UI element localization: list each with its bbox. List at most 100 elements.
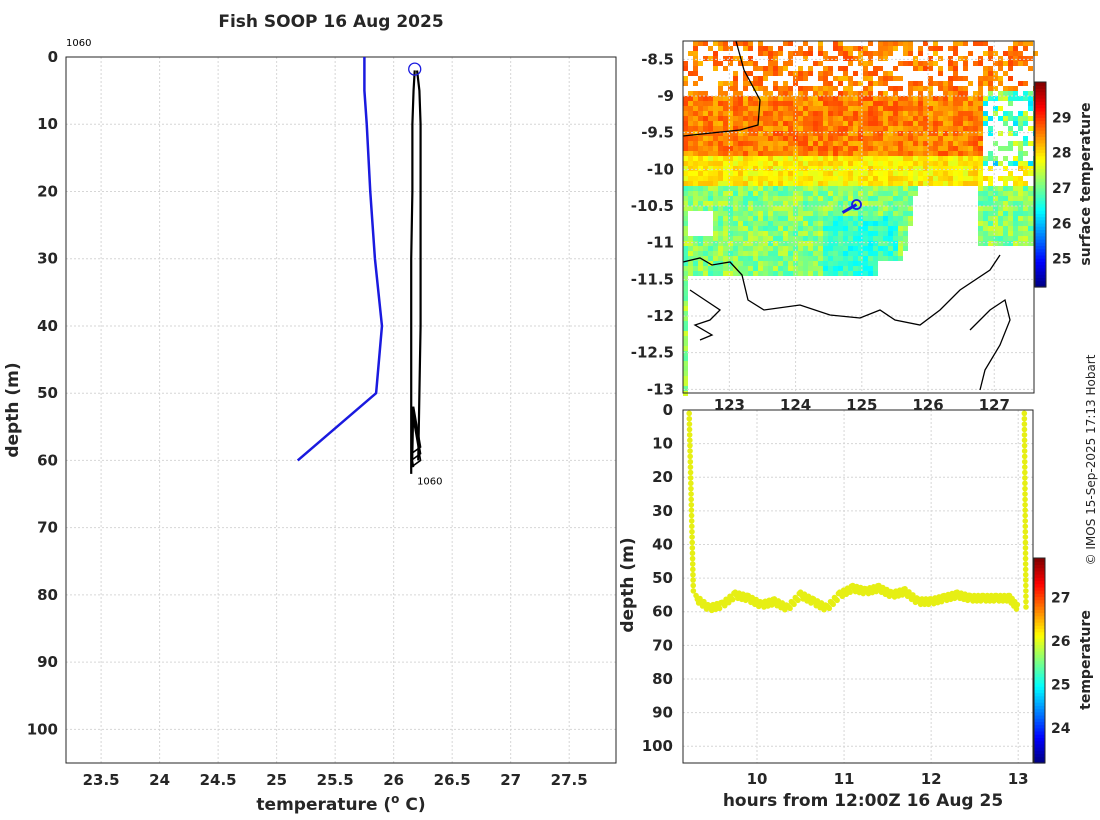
sst-cell <box>853 266 858 271</box>
sst-cell <box>998 221 1003 226</box>
sst-cell <box>813 186 818 191</box>
sst-cell <box>698 171 703 176</box>
sst-cell <box>753 136 758 141</box>
sst-cell <box>693 51 698 56</box>
sst-cell <box>978 191 983 196</box>
sst-cell <box>783 271 788 276</box>
sst-cell <box>808 176 813 181</box>
sst-cell <box>783 266 788 271</box>
colorbar-step <box>1034 679 1045 684</box>
x-axis-label-sup: o <box>391 792 399 806</box>
sst-cell <box>993 206 998 211</box>
sst-cell <box>893 161 898 166</box>
data-point <box>1023 604 1029 610</box>
data-point <box>725 599 732 606</box>
sst-cell <box>843 221 848 226</box>
sst-cell <box>778 211 783 216</box>
sst-cell <box>768 71 773 76</box>
sst-cell <box>928 146 933 151</box>
sst-cell <box>828 191 833 196</box>
sst-cell <box>748 196 753 201</box>
coastline-east <box>969 298 1011 391</box>
sst-cell <box>723 176 728 181</box>
sst-cell <box>808 46 813 51</box>
sst-cell <box>803 221 808 226</box>
sst-cell <box>983 161 988 166</box>
sst-cell <box>748 146 753 151</box>
data-point <box>1021 464 1028 470</box>
sst-cell <box>693 251 698 256</box>
sst-cell <box>778 51 783 56</box>
sst-cell <box>693 141 698 146</box>
data-point <box>1021 426 1028 433</box>
map-lat-tick: -10 <box>647 160 674 178</box>
sst-cell <box>1003 86 1008 91</box>
sst-cell <box>758 46 763 51</box>
sst-cell <box>978 166 983 171</box>
sst-cell <box>888 251 893 256</box>
sst-cell <box>1018 241 1023 246</box>
sst-cell <box>873 216 878 221</box>
sst-cell <box>743 266 748 271</box>
data-point <box>1021 410 1028 417</box>
sst-cell <box>733 206 738 211</box>
sst-cell <box>893 96 898 101</box>
sst-cell <box>873 261 878 266</box>
sst-cell <box>883 226 888 231</box>
sst-cell <box>953 136 958 141</box>
sst-cell <box>708 266 713 271</box>
sst-cell <box>683 156 688 161</box>
sst-cell <box>698 236 703 241</box>
sst-cell <box>1018 206 1023 211</box>
sst-cell <box>988 116 993 121</box>
sst-cell <box>733 216 738 221</box>
sst-cell <box>833 271 838 276</box>
sst-cell <box>703 136 708 141</box>
data-point <box>1022 545 1029 551</box>
colorbar-step <box>1035 104 1046 109</box>
sst-cell <box>758 126 763 131</box>
sst-cell <box>718 96 723 101</box>
sst-cell <box>773 81 778 86</box>
sst-cell <box>853 136 858 141</box>
sst-cell <box>763 106 768 111</box>
sst-cell <box>713 111 718 116</box>
sst-cell <box>823 56 828 61</box>
sst-cell <box>728 186 733 191</box>
sst-cell <box>923 41 928 46</box>
sst-cell <box>698 116 703 121</box>
sst-cell <box>833 211 838 216</box>
sst-cell <box>993 141 998 146</box>
sst-cell <box>768 116 773 121</box>
sst-cell <box>763 71 768 76</box>
sst-cell <box>858 111 863 116</box>
sst-cell <box>718 46 723 51</box>
sst-cell <box>863 86 868 91</box>
sst-cell <box>843 231 848 236</box>
sst-cell <box>998 216 1003 221</box>
sst-cell <box>823 216 828 221</box>
sst-cell <box>753 86 758 91</box>
sst-cell <box>838 151 843 156</box>
data-point <box>925 601 932 608</box>
sst-cell <box>988 71 993 76</box>
colorbar-tick: 26 <box>1051 634 1070 650</box>
sst-cell <box>888 41 893 46</box>
sst-cell <box>843 166 848 171</box>
sst-cell <box>1013 186 1018 191</box>
sst-cell <box>898 86 903 91</box>
sst-cell <box>808 86 813 91</box>
sst-cell <box>798 106 803 111</box>
sst-cell <box>883 171 888 176</box>
sst-cell <box>788 261 793 266</box>
sst-cell <box>993 201 998 206</box>
sst-cell <box>1018 151 1023 156</box>
sst-cell <box>798 86 803 91</box>
sst-cell <box>953 141 958 146</box>
colorbar-step <box>1034 666 1045 671</box>
sst-cell <box>933 51 938 56</box>
sst-cell <box>828 71 833 76</box>
sst-cell <box>688 121 693 126</box>
sst-cell <box>978 61 983 66</box>
sst-cell <box>718 221 723 226</box>
